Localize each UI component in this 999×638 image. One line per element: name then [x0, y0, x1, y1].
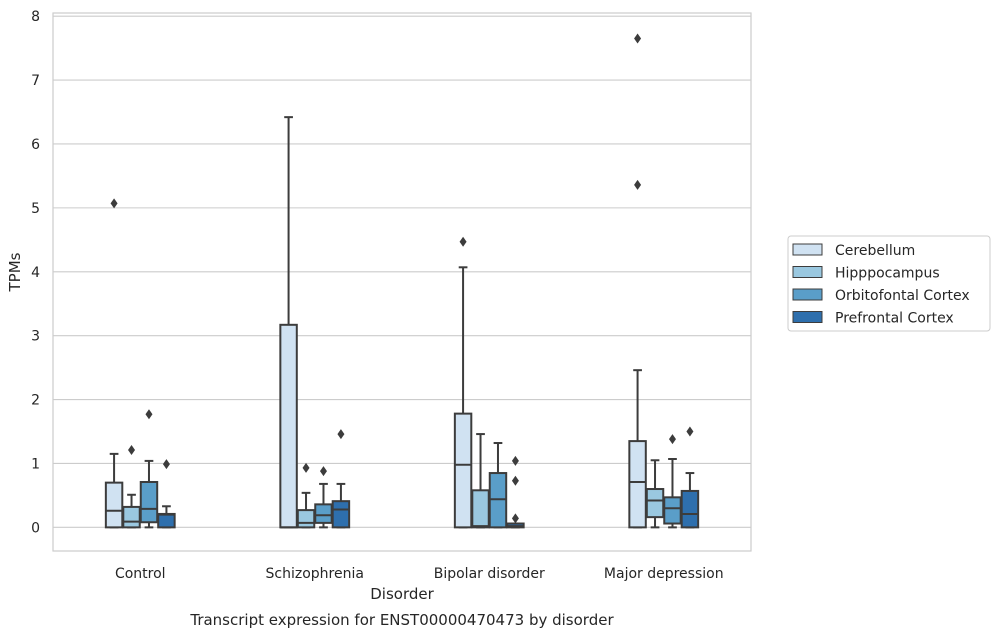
outlier-point	[511, 475, 519, 486]
box-plot	[279, 116, 298, 529]
outlier-point	[634, 33, 642, 44]
box-iqr	[680, 489, 700, 529]
outlier-point	[110, 198, 118, 209]
outlier-point	[511, 455, 519, 466]
legend-label: Hipppocampus	[835, 266, 940, 282]
box-plot	[506, 455, 525, 529]
outlier-point	[686, 426, 694, 437]
y-axis-label: TPMs	[6, 252, 24, 292]
chart-caption: Transcript expression for ENST0000047047…	[189, 611, 614, 629]
outlier-point	[668, 434, 676, 445]
box-plot	[139, 409, 159, 529]
y-tick-label: 2	[31, 393, 40, 409]
x-tick-label: Bipolar disorder	[434, 566, 545, 582]
box-plot	[331, 429, 351, 529]
legend-label: Cerebellum	[835, 243, 915, 259]
box-plot	[314, 466, 333, 529]
x-axis-label: Disorder	[370, 585, 434, 603]
outlier-point	[319, 466, 327, 477]
outlier-point	[634, 179, 642, 190]
legend-label: Prefrontal Cortex	[835, 311, 954, 327]
box-plot	[488, 442, 508, 529]
y-tick-label: 4	[31, 265, 40, 281]
legend-label: Orbitofontal Cortex	[835, 288, 970, 304]
y-tick-label: 8	[31, 9, 40, 25]
legend: Cerebellum Hipppocampus Orbitofontal Corte…	[787, 235, 991, 332]
legend-swatch	[792, 266, 823, 278]
box-iqr	[296, 509, 316, 529]
box-plot	[645, 459, 665, 529]
y-tick-label: 3	[31, 329, 40, 345]
outlier-point	[162, 459, 170, 470]
box-plot	[157, 459, 176, 529]
box-iqr	[104, 481, 124, 529]
box-plot	[471, 433, 490, 529]
legend-frame	[787, 235, 991, 332]
box-iqr	[471, 489, 490, 529]
outlier-point	[145, 409, 153, 420]
box-plot	[296, 462, 316, 529]
box-iqr	[628, 440, 647, 529]
outlier-point	[337, 429, 345, 440]
box-iqr	[122, 505, 141, 529]
box-plot	[104, 198, 124, 529]
y-tick-label: 7	[31, 73, 40, 89]
outlier-point	[128, 445, 136, 456]
outlier-point	[511, 513, 519, 524]
box-plot	[628, 33, 647, 529]
x-tick-label: Major depression	[604, 566, 724, 582]
box-plot	[453, 236, 473, 529]
y-tick-label: 6	[31, 137, 40, 153]
plot-frame	[52, 12, 752, 552]
y-axis-ticks: 0 1 2 3 4 5 6 7 8	[31, 9, 40, 536]
x-axis-ticks: Control Schizophrenia Bipolar disorder Majo…	[115, 566, 724, 582]
legend-swatch	[792, 243, 823, 256]
box-iqr	[314, 503, 333, 524]
box-plot-marks	[104, 33, 700, 529]
y-tick-label: 5	[31, 201, 40, 217]
box-iqr	[139, 480, 159, 524]
y-tick-label: 0	[31, 520, 40, 536]
box-iqr	[453, 412, 473, 529]
box-plot	[663, 434, 682, 529]
y-tick-label: 1	[31, 456, 40, 472]
box-plot	[122, 445, 141, 529]
box-iqr	[279, 323, 298, 529]
legend-swatch	[792, 288, 823, 301]
x-tick-label: Control	[115, 566, 166, 582]
outlier-point	[302, 462, 310, 473]
legend-swatch	[792, 311, 823, 323]
box-plot	[680, 426, 700, 529]
box-iqr	[663, 496, 682, 525]
box-iqr	[157, 512, 176, 529]
box-iqr	[645, 488, 665, 519]
outlier-point	[459, 236, 467, 247]
box-iqr	[331, 500, 351, 529]
x-tick-label: Schizophrenia	[266, 566, 364, 582]
